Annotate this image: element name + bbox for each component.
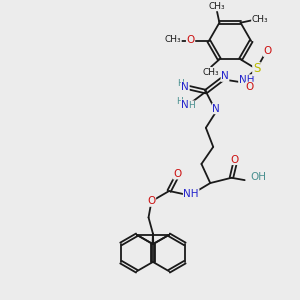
Text: O: O: [147, 196, 156, 206]
Text: H: H: [177, 98, 183, 106]
Text: N: N: [212, 104, 220, 114]
Text: OH: OH: [250, 172, 267, 182]
Text: H: H: [177, 79, 184, 88]
Text: H: H: [188, 101, 195, 110]
Text: S: S: [253, 62, 260, 76]
Text: CH₃: CH₃: [209, 2, 225, 11]
Text: N: N: [182, 82, 189, 92]
Text: CH₃: CH₃: [252, 15, 268, 24]
Text: CH₃: CH₃: [202, 68, 219, 76]
Text: O: O: [245, 82, 253, 92]
Text: CH₃: CH₃: [165, 35, 181, 44]
Text: O: O: [173, 169, 181, 179]
Text: NH: NH: [183, 189, 199, 199]
Text: O: O: [231, 154, 239, 164]
Text: N: N: [182, 100, 189, 110]
Text: N: N: [221, 71, 229, 81]
Text: O: O: [187, 35, 195, 45]
Text: NH: NH: [239, 75, 254, 85]
Text: O: O: [263, 46, 272, 56]
